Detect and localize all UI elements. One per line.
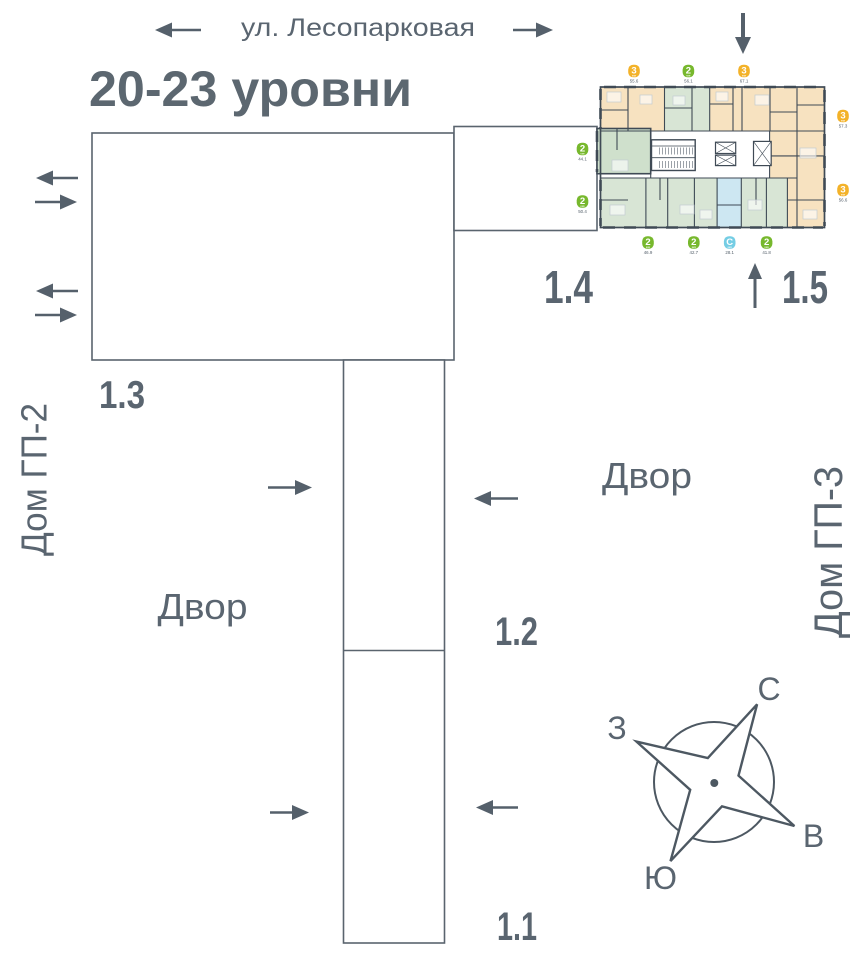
svg-text:ул. Лесопарковая: ул. Лесопарковая (241, 14, 475, 42)
svg-text:3: 3 (840, 111, 845, 122)
svg-text:2: 2 (645, 237, 650, 248)
svg-text:28.1: 28.1 (725, 250, 734, 255)
svg-text:ккв: ккв (764, 245, 769, 249)
svg-text:1.4: 1.4 (544, 261, 593, 313)
svg-text:Дом ГП-3: Дом ГП-3 (807, 466, 851, 638)
svg-text:Двор: Двор (158, 586, 248, 627)
svg-text:56.6: 56.6 (839, 198, 848, 203)
svg-text:З: З (607, 710, 626, 746)
svg-text:50.4: 50.4 (578, 209, 587, 214)
svg-text:42.7: 42.7 (690, 250, 699, 255)
svg-text:ккв: ккв (686, 74, 691, 78)
svg-text:41.8: 41.8 (762, 250, 771, 255)
svg-text:2: 2 (580, 144, 585, 155)
svg-text:ккв: ккв (742, 74, 747, 78)
svg-text:ккв: ккв (841, 119, 846, 123)
svg-text:1.1: 1.1 (497, 905, 537, 949)
svg-text:Ю: Ю (644, 860, 677, 896)
svg-text:ккв: ккв (728, 245, 733, 249)
svg-text:46.9: 46.9 (644, 250, 653, 255)
svg-text:ккв: ккв (841, 193, 846, 197)
svg-text:1.5: 1.5 (782, 261, 828, 313)
svg-text:ккв: ккв (632, 74, 637, 78)
svg-text:3: 3 (631, 66, 636, 77)
svg-text:ккв: ккв (692, 245, 697, 249)
svg-text:1.2: 1.2 (495, 610, 538, 654)
svg-text:2: 2 (686, 66, 691, 77)
svg-text:ккв: ккв (580, 204, 585, 208)
svg-text:56.1: 56.1 (684, 79, 693, 84)
svg-text:57.3: 57.3 (839, 124, 848, 129)
svg-text:С: С (726, 237, 733, 248)
svg-text:Дом ГП-2: Дом ГП-2 (14, 403, 55, 556)
svg-text:44.1: 44.1 (578, 157, 587, 162)
svg-text:55.6: 55.6 (630, 79, 639, 84)
svg-text:3: 3 (840, 185, 845, 196)
svg-text:С: С (757, 671, 780, 707)
svg-text:В: В (803, 818, 824, 854)
svg-text:2: 2 (764, 237, 769, 248)
svg-text:2: 2 (580, 196, 585, 207)
svg-text:3: 3 (741, 66, 746, 77)
svg-text:1.3: 1.3 (99, 374, 145, 417)
svg-text:20-23 уровни: 20-23 уровни (89, 61, 412, 117)
svg-text:ккв: ккв (646, 245, 651, 249)
svg-text:ккв: ккв (580, 152, 585, 156)
svg-text:67.1: 67.1 (740, 79, 749, 84)
svg-text:Двор: Двор (602, 455, 692, 496)
svg-text:2: 2 (691, 237, 696, 248)
